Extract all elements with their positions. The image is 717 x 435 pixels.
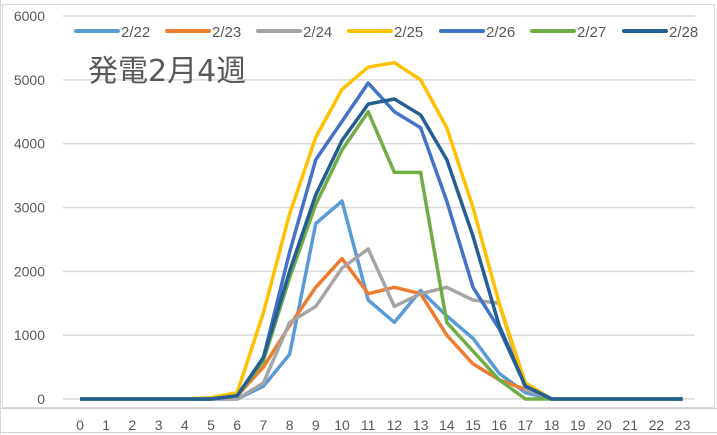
y-tick-label: 2000	[14, 263, 45, 279]
y-tick-label: 5000	[14, 72, 45, 88]
x-tick-label: 20	[596, 417, 612, 433]
x-tick-label: 1	[102, 417, 110, 433]
legend-label[interactable]: 2/27	[577, 24, 606, 41]
chart-title: 発電2月4週	[88, 54, 247, 89]
legend-label[interactable]: 2/26	[486, 24, 515, 41]
x-tick-label: 4	[181, 417, 189, 433]
x-tick-label: 2	[129, 417, 137, 433]
x-tick-label: 6	[233, 417, 241, 433]
series-lines	[80, 60, 683, 401]
x-tick-label: 19	[570, 417, 586, 433]
x-tick-label: 11	[361, 417, 376, 433]
x-tick-label: 13	[413, 417, 429, 433]
x-tick-label: 14	[439, 417, 455, 433]
x-tick-label: 18	[544, 417, 560, 433]
x-tick-label: 0	[76, 417, 84, 433]
x-tick-label: 15	[465, 417, 481, 433]
y-tick-label: 0	[37, 391, 45, 407]
legend-label[interactable]: 2/23	[212, 24, 241, 41]
x-tick-label: 22	[649, 417, 665, 433]
x-tick-label: 12	[387, 417, 403, 433]
x-tick-label: 23	[675, 417, 691, 433]
x-tick-label: 17	[518, 417, 534, 433]
x-tick-label: 9	[312, 417, 320, 433]
x-tick-label: 5	[207, 417, 215, 433]
y-tick-label: 3000	[14, 200, 45, 216]
legend-label[interactable]: 2/24	[303, 24, 332, 41]
series-line-2-25[interactable]	[80, 60, 683, 401]
series-line-2-27[interactable]	[80, 110, 683, 401]
x-tick-label: 8	[286, 417, 294, 433]
series-line-2-26[interactable]	[80, 81, 683, 401]
y-axis-tick-labels: 0 1000 2000 3000 4000 5000 6000	[14, 8, 45, 407]
x-axis-tick-labels: 0 1 2 3 4 5 6 7 8 9 10 11 12 13 14 15 16 17 18 19 20 21 22 23	[76, 417, 690, 433]
legend: 2/22 2/23 2/24 2/25 2/26 2/27 2/28	[74, 24, 698, 41]
x-tick-label: 7	[260, 417, 268, 433]
x-tick-label: 16	[491, 417, 507, 433]
legend-label[interactable]: 2/25	[394, 24, 423, 41]
x-tick-label: 3	[155, 417, 163, 433]
series-line-2-22[interactable]	[80, 199, 683, 401]
series-line-2-28[interactable]	[80, 97, 683, 401]
y-tick-label: 1000	[14, 327, 45, 343]
y-tick-label: 4000	[14, 136, 45, 152]
chart-area[interactable]	[2, 4, 715, 408]
x-tick-label: 10	[334, 417, 350, 433]
x-tick-label: 21	[622, 417, 638, 433]
y-tick-label: 6000	[14, 8, 45, 24]
legend-label[interactable]: 2/28	[669, 24, 698, 41]
legend-label[interactable]: 2/22	[121, 24, 150, 41]
